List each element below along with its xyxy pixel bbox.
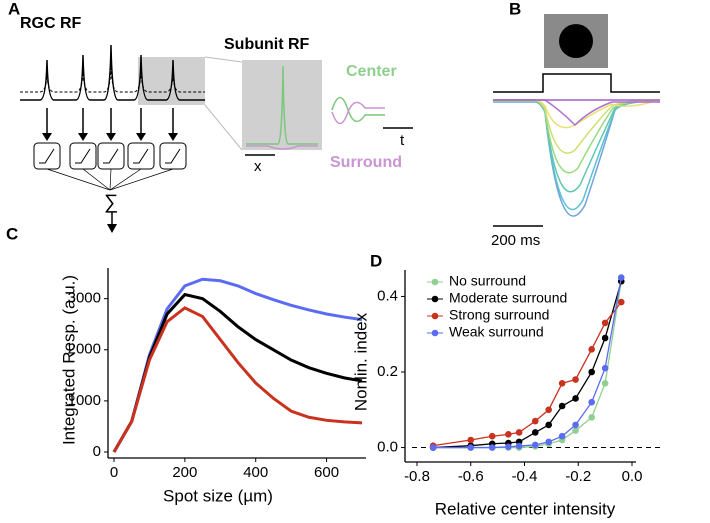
x-tick-label: -0.2 — [565, 468, 591, 485]
sum-symbol: ∑ — [104, 191, 118, 213]
rgc-title: RGC RF — [20, 15, 82, 32]
y-tick-label: 0 — [93, 443, 101, 460]
marker — [531, 417, 539, 425]
series-line — [112, 292, 363, 453]
marker — [572, 395, 579, 402]
marker — [601, 319, 609, 327]
marker — [588, 414, 595, 421]
y-tick-label: 2000 — [68, 341, 101, 358]
marker — [515, 429, 523, 436]
y-axis-title: Nonlin. index — [351, 312, 370, 411]
panel-label: D — [370, 251, 382, 270]
marker — [558, 432, 566, 440]
legend-marker — [431, 278, 439, 286]
legend-marker — [431, 295, 439, 303]
y-tick-label: 0.2 — [377, 363, 398, 380]
x-tick-label: 0.0 — [622, 468, 643, 485]
marker — [572, 427, 579, 434]
marker — [601, 380, 609, 387]
subunit-title: Subunit RF — [224, 36, 310, 53]
x-tick-label: -0.8 — [404, 468, 430, 485]
panel-b — [493, 14, 661, 227]
y-axis-title: Integrated Resp. (a.u.) — [59, 275, 78, 445]
panel-label: C — [6, 224, 18, 243]
marker — [601, 334, 609, 342]
x-tick-label: 0 — [110, 464, 118, 481]
marker — [601, 364, 609, 372]
marker — [617, 298, 625, 306]
marker — [588, 368, 595, 376]
marker — [531, 429, 539, 436]
marker — [572, 376, 579, 383]
y-tick-label: 3000 — [68, 290, 101, 307]
scale-label: 200 ms — [491, 232, 540, 249]
marker — [488, 432, 496, 440]
marker — [617, 274, 625, 281]
x-axis-title: Relative center intensity — [435, 499, 616, 518]
marker — [545, 438, 552, 446]
marker — [515, 442, 523, 450]
marker — [558, 402, 566, 410]
y-tick-label: 0.4 — [377, 287, 398, 304]
series-line — [112, 277, 363, 453]
y-tick-label: 1000 — [68, 392, 101, 409]
marker — [488, 444, 496, 451]
x-tick-label: 600 — [314, 464, 339, 481]
series-line — [433, 281, 622, 449]
x-label: x — [254, 158, 262, 175]
legend-label: Weak surround — [449, 324, 544, 340]
marker — [558, 380, 566, 387]
legend-label: No surround — [449, 273, 526, 289]
series-line — [112, 306, 363, 453]
legend-label: Strong surround — [449, 307, 549, 323]
legend-label: Moderate surround — [449, 290, 567, 306]
marker — [531, 441, 539, 449]
surround-label: Surround — [330, 154, 402, 171]
marker — [429, 444, 437, 451]
center-label: Center — [346, 63, 397, 80]
panel-a — [20, 44, 413, 233]
marker — [467, 436, 475, 444]
y-tick-label: 0.0 — [377, 439, 398, 456]
x-tick-label: 400 — [243, 464, 268, 481]
x-tick-label: -0.6 — [458, 468, 484, 485]
series-line — [433, 277, 622, 449]
legend-marker — [431, 312, 439, 320]
legend-marker — [431, 329, 439, 337]
panel-label: A — [8, 0, 20, 18]
marker — [505, 443, 512, 451]
series-line — [433, 301, 622, 447]
x-tick-label: 200 — [172, 464, 197, 481]
t-label: t — [400, 132, 405, 149]
x-tick-label: -0.4 — [512, 468, 538, 485]
panel-label: B — [509, 0, 521, 18]
marker — [545, 406, 552, 414]
marker — [467, 444, 475, 451]
marker — [545, 421, 552, 429]
marker — [505, 431, 512, 438]
marker — [572, 421, 579, 429]
marker — [588, 398, 595, 406]
marker — [588, 346, 595, 353]
x-axis-title: Spot size (µm) — [163, 486, 273, 505]
